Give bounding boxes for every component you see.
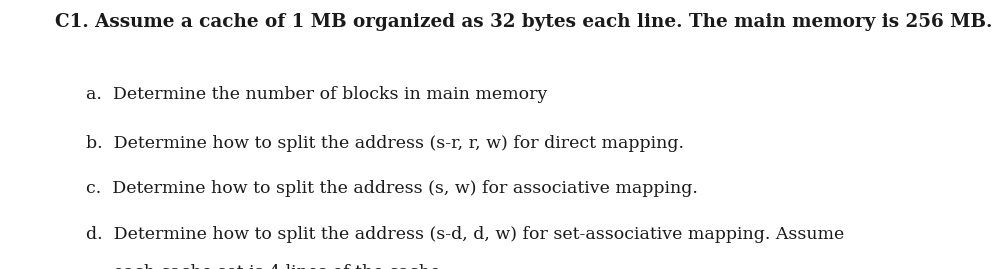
Text: a.  Determine the number of blocks in main memory: a. Determine the number of blocks in mai…: [86, 86, 547, 103]
Text: c.  Determine how to split the address (s, w) for associative mapping.: c. Determine how to split the address (s…: [86, 180, 697, 197]
Text: d.  Determine how to split the address (s-d, d, w) for set-associative mapping. : d. Determine how to split the address (s…: [86, 226, 844, 243]
Text: each cache set is 4 lines of the cache.: each cache set is 4 lines of the cache.: [86, 264, 446, 269]
Text: C1. Assume a cache of 1 MB organized as 32 bytes each line. The main memory is 2: C1. Assume a cache of 1 MB organized as …: [55, 13, 993, 31]
Text: b.  Determine how to split the address (s-r, r, w) for direct mapping.: b. Determine how to split the address (s…: [86, 134, 683, 151]
